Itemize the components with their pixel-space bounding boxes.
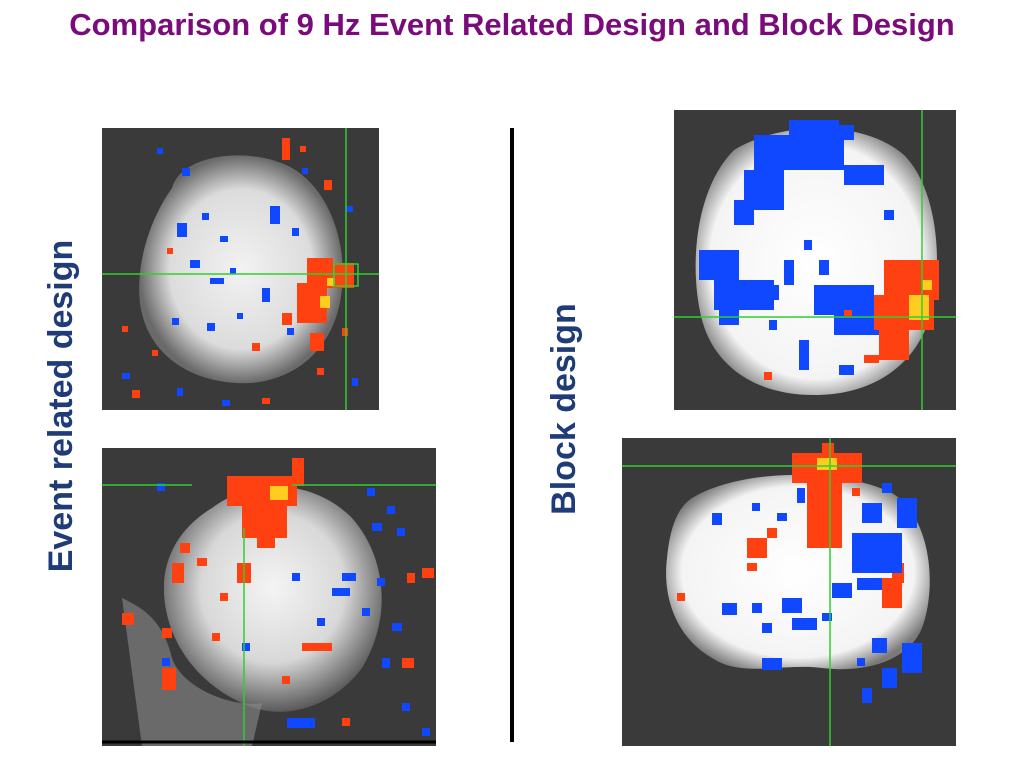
block-design-coronal-brain-image bbox=[622, 438, 956, 746]
block-design-label: Block design bbox=[545, 303, 583, 515]
event-related-coronal-brain-image bbox=[102, 448, 436, 746]
column-divider bbox=[510, 128, 514, 742]
event-related-design-label: Event related design bbox=[42, 239, 80, 573]
event-related-axial-brain-image bbox=[102, 128, 379, 410]
block-design-axial-brain-image bbox=[674, 110, 956, 410]
slide-title: Comparison of 9 Hz Event Related Design … bbox=[69, 7, 955, 42]
